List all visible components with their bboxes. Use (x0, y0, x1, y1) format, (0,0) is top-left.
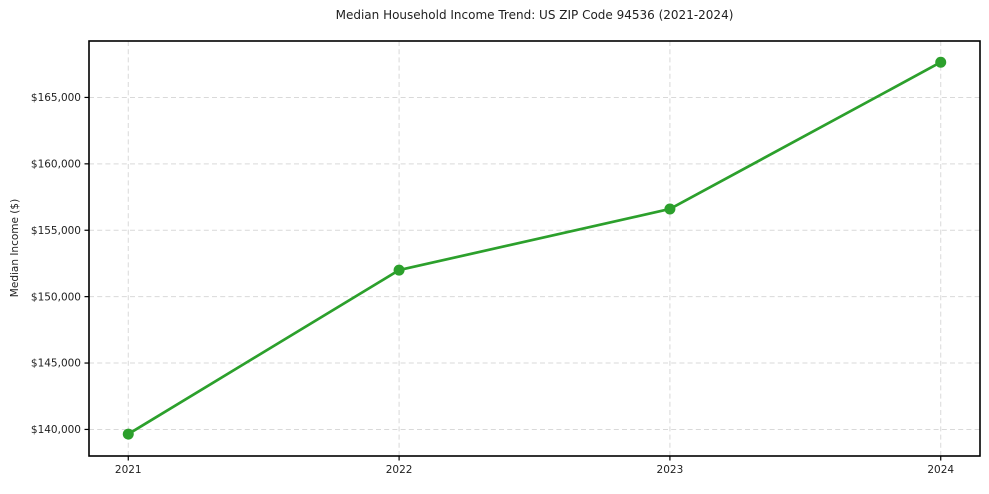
chart-title: Median Household Income Trend: US ZIP Co… (335, 8, 734, 22)
x-tick-label: 2023 (657, 464, 684, 476)
y-tick-label: $140,000 (31, 424, 81, 436)
x-tick-label: 2021 (115, 464, 142, 476)
trend-line (127, 61, 942, 436)
data-point-2022 (393, 264, 405, 276)
x-tick-label: 2024 (927, 464, 954, 476)
y-tick-label: $155,000 (31, 225, 81, 237)
data-point-2024 (935, 56, 947, 68)
data-point-2021 (122, 428, 134, 440)
y-tick-label: $165,000 (31, 92, 81, 104)
y-tick-label: $145,000 (31, 358, 81, 370)
x-tick-label: 2022 (386, 464, 413, 476)
y-tick-label: $150,000 (31, 291, 81, 303)
y-axis-label: Median Income ($) (9, 198, 21, 298)
data-point-2023 (664, 203, 676, 215)
y-tick-label: $160,000 (31, 159, 81, 171)
axis-frame (88, 40, 981, 457)
